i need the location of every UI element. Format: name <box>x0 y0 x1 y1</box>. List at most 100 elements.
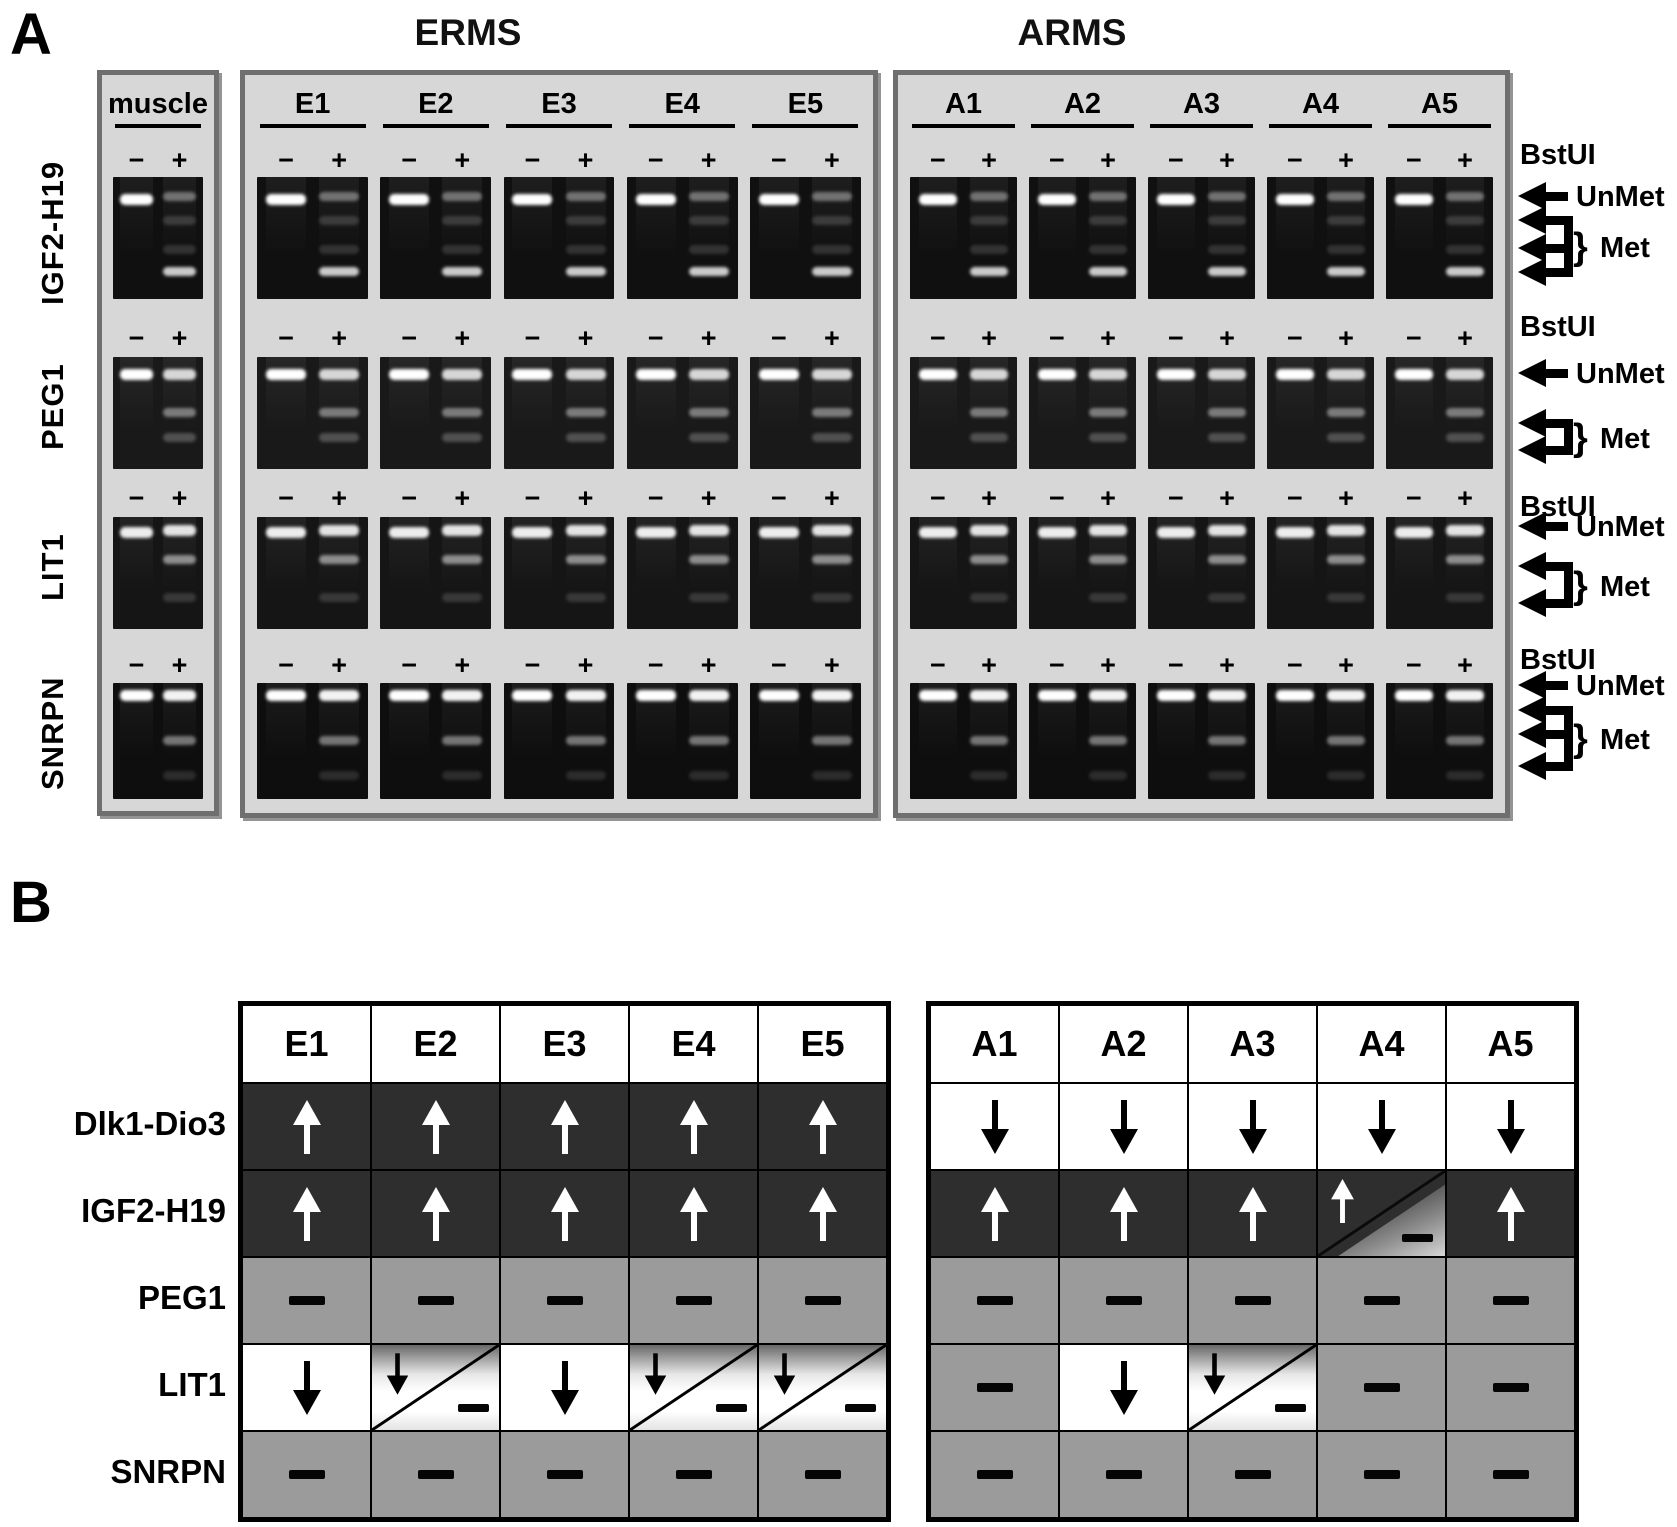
sign-pair-A4-PEG1: − + <box>1269 325 1371 352</box>
lane-minus-A3-LIT1 <box>1156 517 1196 629</box>
lane-minus-A2-LIT1 <box>1037 517 1077 629</box>
band <box>163 191 196 201</box>
unmet-label: UnMet <box>1576 511 1665 543</box>
lane-signs-muscle-IGF2-H19: − + <box>108 147 208 174</box>
lane-minus-A2-PEG1 <box>1037 357 1077 469</box>
lane-minus-E4-PEG1 <box>635 357 676 469</box>
plus-sign-A2-IGF2-H19: + <box>1100 145 1116 175</box>
plus-sign-E5-LIT1: + <box>824 483 840 513</box>
band <box>163 689 196 701</box>
gel-slot-A5-SNRPN <box>1380 683 1499 799</box>
down-arrow-icon <box>1367 1099 1396 1154</box>
lane-signs-E5-SNRPN: − + <box>744 652 867 679</box>
gel-slot-E2-IGF2-H19 <box>374 177 497 299</box>
band <box>1207 770 1247 780</box>
lane-signs-E4-SNRPN: − + <box>621 652 744 679</box>
diagonal-divider <box>759 1345 886 1430</box>
band <box>1326 245 1366 255</box>
gel-slot-E5-LIT1 <box>744 517 867 629</box>
dash-icon <box>675 1296 712 1305</box>
band <box>688 770 729 780</box>
gel-LIT1-A3 <box>1147 517 1256 629</box>
band <box>635 526 676 538</box>
dash-icon <box>1363 1383 1400 1392</box>
summary-cell-E1-Dlk1-Dio3 <box>242 1083 371 1170</box>
dash-icon <box>417 1470 454 1479</box>
summary-cell-A2-LIT1 <box>1059 1344 1188 1431</box>
band <box>1445 368 1485 380</box>
up-arrow-icon <box>550 1099 579 1154</box>
band <box>1088 408 1128 417</box>
lane-plus-A5-LIT1 <box>1445 517 1485 629</box>
minus-sign-A4-SNRPN: − <box>1287 650 1303 680</box>
gel-slot-muscle-IGF2-H19 <box>108 177 208 299</box>
band <box>812 736 852 745</box>
sign-pair-E3-SNRPN: − + <box>506 652 612 679</box>
diagonal-divider <box>372 1345 499 1430</box>
summary-cell-E2-IGF2-H19 <box>371 1170 500 1257</box>
band <box>1207 432 1247 442</box>
band <box>389 368 430 380</box>
lane-plus-muscle-IGF2-H19 <box>163 177 196 299</box>
sign-pair-E3-IGF2-H19: − + <box>506 147 612 174</box>
gel-IGF2-H19-E2 <box>380 177 492 299</box>
band <box>812 592 852 602</box>
lane-signs-A2-PEG1: − + <box>1023 325 1142 352</box>
gel-IGF2-H19-E1 <box>257 177 369 299</box>
lane-signs-A1-IGF2-H19: − + <box>904 147 1023 174</box>
band <box>163 267 196 277</box>
band <box>1088 215 1128 225</box>
gel-IGF2-H19-E4 <box>626 177 738 299</box>
sample-header-row-muscle: muscle <box>108 88 208 128</box>
lane-signs-A1-SNRPN: − + <box>904 652 1023 679</box>
gel-slot-A1-SNRPN <box>904 683 1023 799</box>
gel-slot-A4-LIT1 <box>1261 517 1380 629</box>
gel-LIT1-A4 <box>1266 517 1375 629</box>
split-cell-arrow <box>1330 1179 1355 1228</box>
band <box>1326 408 1366 417</box>
lane-signs-E2-PEG1: − + <box>374 325 497 352</box>
sign-pair-E5-SNRPN: − + <box>752 652 858 679</box>
gel-IGF2-H19-muscle <box>113 177 203 299</box>
summary-cell-A4-Dlk1-Dio3 <box>1317 1083 1446 1170</box>
gel-slot-E5-SNRPN <box>744 683 867 799</box>
lane-minus-E1-SNRPN <box>266 683 306 799</box>
lane-signs-arms-LIT1: − + − + − + − + − + <box>904 485 1499 512</box>
annotation-group-IGF2-H19: BstUI UnMet} Met <box>1516 138 1677 308</box>
down-arrow-icon <box>1238 1099 1267 1154</box>
gel-slot-A1-IGF2-H19 <box>904 177 1023 299</box>
met-brace: } <box>1573 226 1588 268</box>
band <box>1207 215 1247 225</box>
summary-cell-A2-PEG1 <box>1059 1257 1188 1344</box>
band <box>1326 267 1366 277</box>
band <box>442 432 483 442</box>
diagonal-divider <box>1189 1345 1316 1430</box>
gel-box-erms: E1 E2 E3 E4 E5− + − + − + − + − + − + − + − + − + − + − + − + − + − + − +… <box>240 70 878 818</box>
lane-minus-E2-SNRPN <box>389 683 430 799</box>
summary-header-E3: E3 <box>500 1005 629 1083</box>
band <box>1326 592 1366 602</box>
plus-sign-E2-SNRPN: + <box>454 650 471 680</box>
lane-signs-A3-LIT1: − + <box>1142 485 1261 512</box>
band <box>635 368 676 380</box>
lane-plus-E4-LIT1 <box>688 517 729 629</box>
gel-slot-E3-SNRPN <box>497 683 620 799</box>
sign-pair-A5-IGF2-H19: − + <box>1388 147 1490 174</box>
band <box>565 245 606 255</box>
gel-slot-A2-PEG1 <box>1023 357 1142 469</box>
minus-sign-A5-PEG1: − <box>1406 323 1422 353</box>
summary-header-A5: A5 <box>1446 1005 1575 1083</box>
lane-minus-E2-IGF2-H19 <box>389 177 430 299</box>
lane-signs-E2-SNRPN: − + <box>374 652 497 679</box>
band <box>918 689 958 701</box>
lane-signs-erms-IGF2-H19: − + − + − + − + − + <box>251 147 867 174</box>
minus-sign-A1-SNRPN: − <box>930 650 946 680</box>
gel-PEG1-E5 <box>749 357 861 469</box>
plus-sign-E3-IGF2-H19: + <box>577 145 594 175</box>
lane-minus-E3-SNRPN <box>512 683 553 799</box>
minus-sign-E2-IGF2-H19: − <box>401 145 418 175</box>
lane-signs-E2-IGF2-H19: − + <box>374 147 497 174</box>
gel-PEG1-E2 <box>380 357 492 469</box>
lane-plus-A3-PEG1 <box>1207 357 1247 469</box>
annotation-group-SNRPN: BstUI UnMet} Met <box>1516 643 1677 813</box>
